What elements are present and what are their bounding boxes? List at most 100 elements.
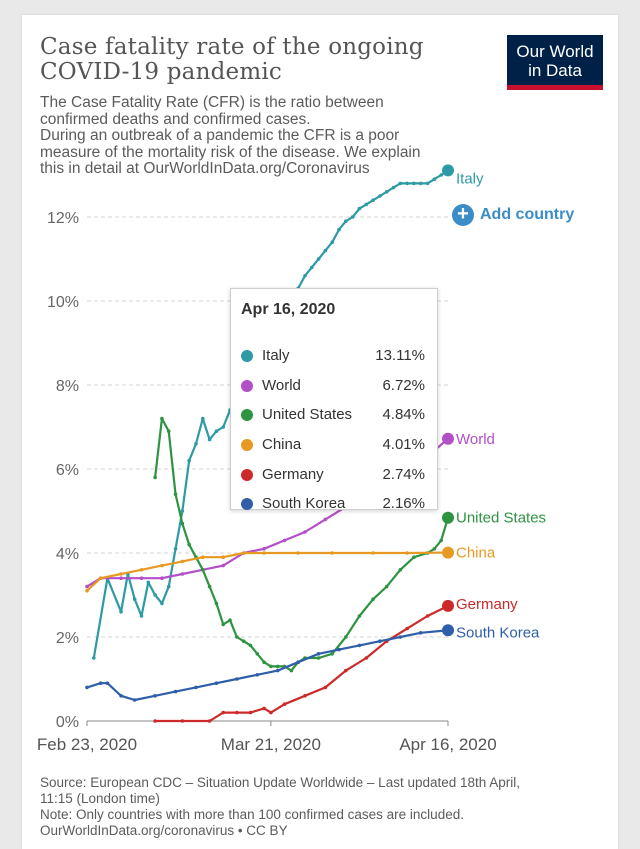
data-point-china xyxy=(241,551,246,555)
subtitle-line: During an outbreak of a pandemic the CFR… xyxy=(40,127,400,144)
data-point-south-korea xyxy=(105,681,110,685)
chart-footer: Source: European CDC – Situation Update … xyxy=(40,775,600,839)
y-tick-label: 0% xyxy=(56,714,79,731)
y-tick-label: 6% xyxy=(56,462,79,479)
y-axis-ticks: 0% 2% 4% 6% 8% 10% 12% xyxy=(47,210,79,731)
data-point-united-states xyxy=(241,639,246,643)
data-point-united-states xyxy=(262,660,266,664)
data-point-united-states xyxy=(412,555,416,559)
legend-dot-icon xyxy=(241,498,253,510)
data-point-china xyxy=(200,555,205,559)
data-point-china xyxy=(296,551,300,555)
series-label-world: World xyxy=(456,431,495,448)
data-point-italy xyxy=(180,509,185,513)
data-point-italy xyxy=(439,173,443,177)
data-point-italy xyxy=(309,265,314,270)
data-point-south-korea xyxy=(98,681,103,685)
data-point-world xyxy=(160,576,164,580)
data-point-italy xyxy=(303,274,307,278)
data-point-united-states xyxy=(330,652,335,656)
data-point-germany xyxy=(221,710,226,715)
data-point-united-states xyxy=(316,656,321,660)
data-point-italy xyxy=(425,181,430,186)
series-line-germany xyxy=(155,604,449,723)
data-point-italy xyxy=(214,429,219,434)
data-point-italy xyxy=(323,248,328,253)
data-point-china xyxy=(221,555,226,559)
data-point-italy xyxy=(384,190,389,194)
data-point-united-states xyxy=(371,597,375,601)
data-point-italy xyxy=(378,194,382,198)
data-point-world xyxy=(323,517,328,522)
data-point-south-korea xyxy=(316,652,321,656)
legend-dot-icon xyxy=(241,380,253,392)
data-point-united-states xyxy=(357,614,362,618)
tooltip-row-united-states: United States 4.84% xyxy=(241,404,433,426)
data-point-united-states xyxy=(166,429,171,434)
data-point-germany xyxy=(235,710,239,715)
data-point-germany xyxy=(180,719,185,723)
add-country-button[interactable]: + Add country xyxy=(452,203,574,227)
plus-icon: + xyxy=(452,204,474,226)
end-marker-world xyxy=(442,432,454,445)
data-point-south-korea xyxy=(275,668,280,673)
owid-logo[interactable]: Our World in Data xyxy=(507,35,603,90)
data-point-south-korea xyxy=(296,660,300,664)
series-label-china: China xyxy=(456,545,496,562)
data-point-china xyxy=(119,572,123,576)
data-point-china xyxy=(262,551,266,555)
chart-subtitle: The Case Fatality Rate (CFR) is the rati… xyxy=(40,94,480,178)
tooltip-series-name: Italy xyxy=(262,347,290,364)
data-point-united-states xyxy=(398,568,403,572)
series-label-united-states: United States xyxy=(456,510,546,527)
data-point-italy xyxy=(398,181,403,186)
tooltip-series-value: 2.74% xyxy=(382,466,425,483)
data-point-italy xyxy=(405,181,409,186)
series-line-china xyxy=(86,551,449,592)
tooltip-row-south-korea: South Korea 2.16% xyxy=(241,493,433,515)
tooltip: Apr 16, 2020 Italy 13.11% World 6.72% Un… xyxy=(230,288,438,512)
data-point-italy xyxy=(432,177,437,181)
data-point-united-states xyxy=(235,635,239,639)
footer-line: 11:15 (London time) xyxy=(40,791,160,806)
data-point-germany xyxy=(405,626,409,631)
data-point-germany xyxy=(269,710,273,715)
data-point-germany xyxy=(303,694,307,698)
data-point-south-korea xyxy=(194,685,198,690)
data-point-italy xyxy=(139,614,144,618)
data-point-italy xyxy=(119,610,123,614)
tooltip-series-value: 4.84% xyxy=(382,406,425,423)
data-point-world xyxy=(221,563,226,568)
data-point-united-states xyxy=(180,521,185,526)
data-point-italy xyxy=(337,227,341,232)
x-tick-label: Feb 23, 2020 xyxy=(37,735,137,754)
data-point-south-korea xyxy=(235,677,239,681)
data-point-italy xyxy=(357,206,362,211)
data-point-south-korea xyxy=(357,643,362,648)
data-point-italy xyxy=(160,601,164,606)
data-point-south-korea xyxy=(85,685,89,690)
data-point-united-states xyxy=(439,538,443,543)
data-point-italy xyxy=(412,181,416,186)
data-point-italy xyxy=(371,198,375,202)
subtitle-line: The Case Fatality Rate (CFR) is the rati… xyxy=(40,94,384,111)
series-line-south-korea xyxy=(86,629,449,702)
chart-title-line: Case fatality rate of the ongoing xyxy=(40,34,424,60)
data-point-united-states xyxy=(187,542,191,547)
data-point-italy xyxy=(146,580,151,585)
data-point-united-states xyxy=(432,547,437,551)
data-point-united-states xyxy=(221,622,226,627)
data-point-south-korea xyxy=(173,689,178,694)
data-point-world xyxy=(262,547,266,551)
data-point-world xyxy=(85,584,89,589)
data-point-united-states xyxy=(255,652,260,656)
tooltip-series-name: Germany xyxy=(262,466,324,483)
footer-line: Source: European CDC – Situation Update … xyxy=(40,775,521,790)
series-label-germany: Germany xyxy=(456,596,518,613)
data-point-italy xyxy=(92,656,96,660)
data-point-china xyxy=(139,568,144,572)
data-point-italy xyxy=(364,202,369,207)
data-point-germany xyxy=(364,656,369,660)
data-point-south-korea xyxy=(132,698,137,702)
tooltip-series-value: 2.16% xyxy=(382,495,425,512)
